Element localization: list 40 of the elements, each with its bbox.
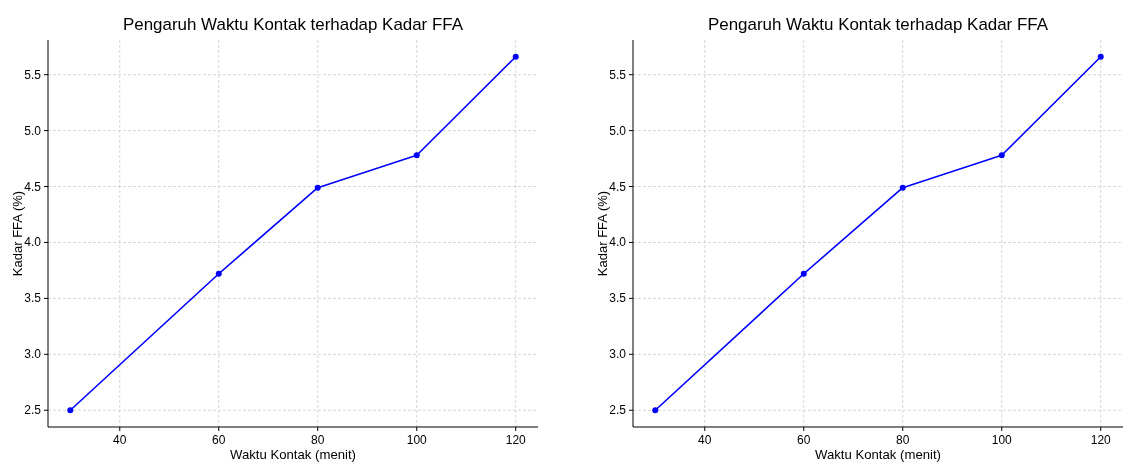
- point: [998, 152, 1005, 159]
- y-tick-label: 4.0: [609, 235, 627, 250]
- y-axis-title: Kadar FFA (%): [595, 190, 610, 277]
- point: [314, 184, 321, 191]
- y-tick-label: 2.5: [24, 403, 42, 418]
- x-tick-label: 60: [212, 433, 226, 447]
- point: [652, 407, 659, 414]
- x-tick-label: 120: [505, 433, 527, 447]
- x-tick-label: 120: [1090, 433, 1112, 447]
- y-tick-label: 4.5: [24, 179, 42, 194]
- point: [67, 407, 74, 414]
- x-tick-label: 40: [113, 433, 127, 447]
- x-axis-title: Waktu Kontak (menit): [815, 447, 941, 462]
- x-tick-label: 80: [896, 433, 910, 447]
- point: [413, 152, 420, 159]
- chart-title: Pengaruh Waktu Kontak terhadap Kadar FFA: [123, 15, 465, 34]
- point: [800, 270, 807, 277]
- y-axis-title: Kadar FFA (%): [10, 190, 25, 277]
- point: [512, 53, 519, 60]
- y-tick-label: 5.5: [24, 67, 42, 82]
- y-tick-label: 5.0: [609, 123, 627, 138]
- x-tick-label: 100: [406, 433, 428, 447]
- y-tick-label: 3.0: [24, 347, 42, 362]
- y-tick-label: 4.0: [24, 235, 42, 250]
- y-tick-label: 2.5: [609, 403, 627, 418]
- point: [1097, 53, 1104, 60]
- x-tick-label: 60: [797, 433, 811, 447]
- y-tick-label: 3.5: [609, 291, 627, 306]
- point: [899, 184, 906, 191]
- y-tick-label: 4.5: [609, 179, 627, 194]
- y-tick-label: 5.0: [24, 123, 42, 138]
- y-tick-label: 5.5: [609, 67, 627, 82]
- point: [215, 270, 222, 277]
- x-tick-label: 40: [698, 433, 712, 447]
- x-tick-label: 100: [991, 433, 1013, 447]
- y-tick-label: 3.0: [609, 347, 627, 362]
- x-tick-label: 80: [311, 433, 325, 447]
- x-axis-title: Waktu Kontak (menit): [230, 447, 356, 462]
- y-tick-label: 3.5: [24, 291, 42, 306]
- chart-title: Pengaruh Waktu Kontak terhadap Kadar FFA: [708, 15, 1050, 34]
